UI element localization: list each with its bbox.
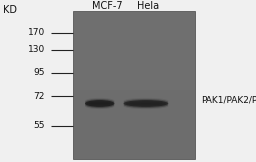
Text: PAK1/PAK2/PAK3: PAK1/PAK2/PAK3	[201, 95, 256, 104]
Bar	[73, 117, 195, 119]
Bar	[73, 87, 195, 90]
Bar	[73, 58, 195, 60]
Bar	[73, 85, 195, 87]
Bar	[73, 56, 195, 58]
Bar	[73, 134, 195, 137]
Ellipse shape	[124, 98, 168, 104]
Bar	[73, 132, 195, 134]
Bar	[73, 16, 195, 19]
Bar	[73, 110, 195, 112]
Text: 170: 170	[28, 28, 45, 37]
Bar	[73, 75, 195, 78]
Bar	[73, 92, 195, 95]
Ellipse shape	[124, 102, 168, 108]
Bar	[73, 43, 195, 46]
Ellipse shape	[85, 100, 114, 107]
Ellipse shape	[85, 99, 114, 105]
Bar	[73, 48, 195, 51]
Ellipse shape	[85, 103, 114, 109]
Bar	[73, 51, 195, 53]
Bar	[73, 139, 195, 142]
Bar	[73, 97, 195, 100]
Bar	[73, 146, 195, 149]
Bar	[73, 80, 195, 83]
Bar	[73, 21, 195, 24]
Ellipse shape	[124, 100, 168, 107]
Bar	[73, 60, 195, 63]
Bar	[73, 73, 195, 75]
Bar	[73, 129, 195, 132]
Bar	[73, 124, 195, 127]
Bar	[73, 144, 195, 146]
Bar	[73, 65, 195, 68]
Text: 130: 130	[28, 45, 45, 54]
Bar	[73, 70, 195, 73]
Bar	[73, 53, 195, 56]
Bar	[73, 151, 195, 154]
Text: MCF-7: MCF-7	[92, 0, 122, 11]
Bar	[73, 105, 195, 107]
Bar	[73, 26, 195, 29]
Bar	[73, 33, 195, 36]
Bar	[73, 14, 195, 16]
Bar	[73, 154, 195, 156]
Bar	[73, 36, 195, 38]
Bar	[73, 115, 195, 117]
Bar	[73, 78, 195, 80]
Bar	[73, 149, 195, 151]
Bar	[73, 68, 195, 70]
Bar	[73, 119, 195, 122]
Text: KD: KD	[3, 5, 17, 15]
Ellipse shape	[124, 99, 168, 105]
Ellipse shape	[124, 103, 168, 109]
Ellipse shape	[85, 102, 114, 108]
Bar	[73, 102, 195, 105]
Bar	[73, 24, 195, 26]
Bar	[73, 83, 195, 85]
Bar	[73, 11, 195, 14]
Bar	[73, 112, 195, 115]
Text: 55: 55	[33, 121, 45, 130]
Bar	[73, 19, 195, 21]
Bar	[73, 95, 195, 97]
Bar	[73, 90, 195, 92]
Bar	[73, 63, 195, 65]
Bar	[73, 38, 195, 41]
Bar	[73, 46, 195, 48]
Bar	[73, 31, 195, 34]
Text: 95: 95	[33, 68, 45, 77]
Bar	[73, 100, 195, 102]
Bar	[73, 142, 195, 144]
Bar	[73, 29, 195, 31]
Bar	[73, 156, 195, 159]
Bar	[73, 11, 195, 159]
Bar	[73, 107, 195, 110]
Bar	[73, 137, 195, 139]
Bar	[73, 41, 195, 43]
Ellipse shape	[85, 98, 114, 104]
Bar	[73, 127, 195, 129]
Text: 72: 72	[34, 92, 45, 101]
Text: Hela: Hela	[137, 0, 159, 11]
Bar	[73, 122, 195, 124]
